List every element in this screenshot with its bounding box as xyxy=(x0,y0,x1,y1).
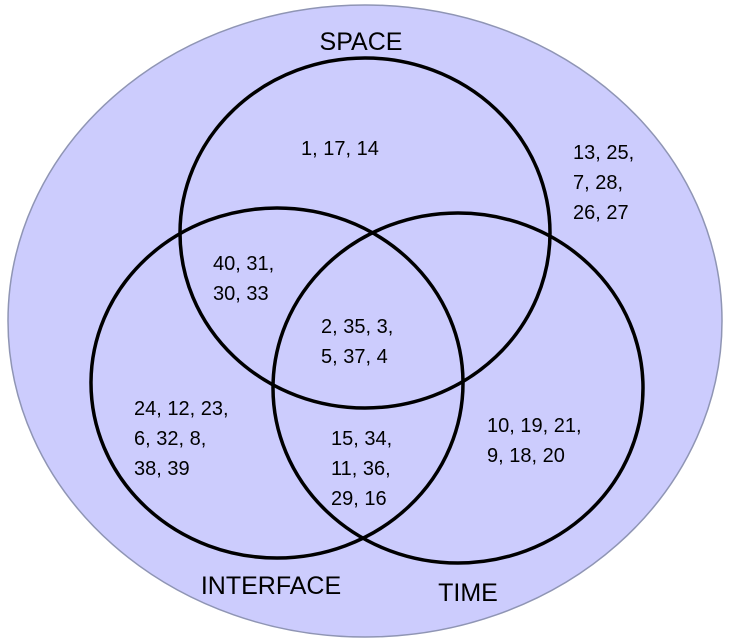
time-circle xyxy=(271,211,645,565)
interface-circle xyxy=(89,206,465,560)
space-label: SPACE xyxy=(320,28,403,56)
interface-label: INTERFACE xyxy=(201,572,341,600)
region-interface-only: 24, 12, 23, 6, 32, 8, 38, 39 xyxy=(134,398,229,480)
region-line: 5, 37, 4 xyxy=(321,346,388,368)
region-line: 11, 36, xyxy=(331,458,391,480)
region-line: 24, 12, 23, xyxy=(134,398,229,420)
universe-ellipse xyxy=(7,4,723,638)
region-line: 10, 19, 21, xyxy=(487,415,582,437)
region-line: 6, 32, 8, xyxy=(134,428,206,450)
region-line: 2, 35, 3, xyxy=(321,316,393,338)
region-line: 26, 27 xyxy=(573,202,629,224)
time-label: TIME xyxy=(438,579,498,607)
region-outside-all: 13, 25, 7, 28, 26, 27 xyxy=(573,142,634,224)
region-time-only: 10, 19, 21, 9, 18, 20 xyxy=(487,415,582,467)
region-line: 29, 16 xyxy=(331,488,387,510)
region-line: 13, 25, xyxy=(573,142,634,164)
region-line: 30, 33 xyxy=(213,283,269,305)
region-line: 38, 39 xyxy=(134,458,190,480)
region-line: 1, 17, 14 xyxy=(301,138,379,160)
region-interface-time: 15, 34, 11, 36, 29, 16 xyxy=(331,428,392,510)
region-line: 7, 28, xyxy=(573,172,623,194)
region-line: 9, 18, 20 xyxy=(487,445,565,467)
region-line: 15, 34, xyxy=(331,428,392,450)
region-all-three: 2, 35, 3, 5, 37, 4 xyxy=(321,316,393,368)
region-line: 40, 31, xyxy=(213,253,274,275)
region-space-interface: 40, 31, 30, 33 xyxy=(213,253,274,305)
region-space-only: 1, 17, 14 xyxy=(301,138,379,160)
